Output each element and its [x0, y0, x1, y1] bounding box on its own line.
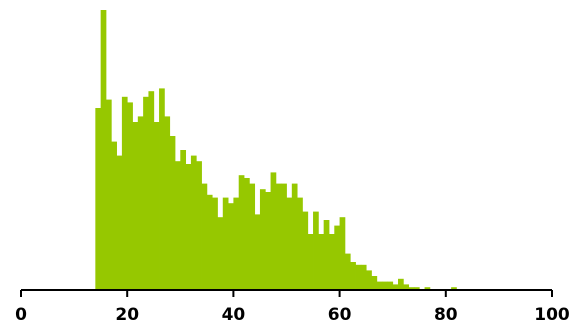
- histogram-bar: [254, 214, 261, 290]
- histogram-bar: [403, 284, 410, 290]
- histogram-bar: [116, 155, 123, 290]
- histogram-bar: [238, 175, 245, 290]
- histogram-bar: [307, 234, 314, 290]
- histogram-bar: [159, 88, 165, 291]
- histogram-bar: [313, 211, 319, 290]
- histogram-bar: [281, 183, 287, 290]
- histogram-bar: [95, 108, 102, 290]
- histogram-bar: [297, 197, 303, 290]
- histogram-bar: [318, 234, 325, 290]
- histogram-bar: [137, 116, 144, 291]
- x-ticks-group: 0 20 40 60 80 100: [15, 290, 570, 325]
- histogram-bar: [360, 264, 367, 290]
- histogram-bar: [302, 211, 309, 290]
- histogram-bar: [376, 281, 383, 290]
- histogram-bar: [413, 287, 420, 290]
- histogram-bar: [212, 197, 218, 290]
- histogram-bar: [185, 164, 192, 290]
- histogram-bar: [350, 262, 356, 290]
- histogram-bar: [121, 96, 128, 290]
- x-tick-label: 100: [534, 305, 570, 325]
- histogram-bar: [190, 155, 197, 290]
- x-tick-label: 40: [222, 305, 246, 325]
- histogram-bar: [196, 161, 202, 290]
- histogram-bar: [328, 234, 335, 290]
- histogram-bar: [244, 178, 250, 290]
- histogram-bar: [334, 225, 340, 290]
- histogram-bar: [387, 281, 394, 290]
- histogram-bar: [217, 217, 224, 290]
- histogram-bar: [398, 278, 404, 290]
- histogram-bar: [371, 276, 378, 290]
- histogram-bar: [127, 102, 133, 291]
- histogram-bar: [270, 172, 277, 290]
- x-tick-label: 60: [328, 305, 352, 325]
- histogram-bar: [382, 281, 388, 290]
- histogram-bar: [143, 96, 149, 290]
- histogram-bar: [233, 197, 240, 290]
- histogram-bar: [339, 217, 346, 290]
- histogram-bar: [344, 253, 351, 290]
- histogram-bar: [259, 189, 266, 290]
- x-tick-label: 0: [15, 305, 27, 325]
- histogram-bar: [174, 161, 181, 290]
- histogram-bar: [291, 183, 298, 290]
- histogram-bar: [228, 203, 234, 290]
- histogram-bar: [249, 183, 256, 290]
- histogram-bar: [153, 122, 160, 290]
- histogram-bar: [408, 287, 415, 290]
- histogram-bar: [148, 91, 155, 290]
- histogram-bar: [366, 270, 372, 290]
- histogram-bar: [392, 284, 399, 290]
- histogram-bar: [132, 122, 139, 290]
- histogram-bar: [201, 183, 208, 290]
- x-tick-label: 20: [115, 305, 139, 325]
- histogram-bar: [286, 197, 293, 290]
- histogram-bar: [100, 10, 107, 290]
- x-tick-label: 80: [434, 305, 458, 325]
- bars-group: [95, 10, 457, 291]
- histogram-bar: [169, 136, 176, 290]
- histogram-bar: [424, 287, 431, 290]
- histogram-bar: [222, 197, 229, 290]
- histogram-bar: [265, 192, 271, 290]
- histogram-bar: [180, 150, 187, 290]
- histogram-bar: [105, 99, 112, 290]
- histogram-bar: [323, 220, 330, 290]
- histogram-bar: [275, 183, 282, 290]
- histogram-bar: [355, 264, 362, 290]
- histogram-bar: [111, 141, 117, 290]
- histogram-bar: [164, 116, 171, 291]
- histogram-bar: [451, 287, 457, 290]
- histogram-bar: [206, 194, 213, 290]
